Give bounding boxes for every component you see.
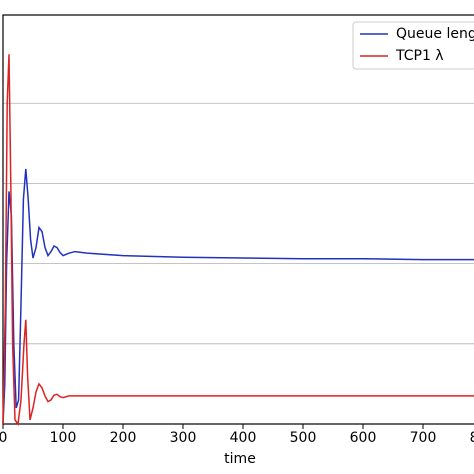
x-tick-label: 600 [350,430,377,446]
plot-frame [2,14,474,425]
x-tick-label: 800 [470,430,474,446]
legend-label: Queue length [396,26,474,42]
data-line [2,168,474,425]
data-line [2,54,474,426]
x-tick-label: 700 [410,430,437,446]
x-tick-label: 200 [110,430,137,446]
x-tick-label: 100 [50,430,77,446]
x-tick-label: 0 [0,430,7,446]
x-tick-label: 400 [230,430,257,446]
x-tick-label: 300 [170,430,197,446]
x-tick-label: 500 [290,430,317,446]
legend-label: TCP1 λ [395,48,444,64]
x-axis-label: time [224,451,256,467]
